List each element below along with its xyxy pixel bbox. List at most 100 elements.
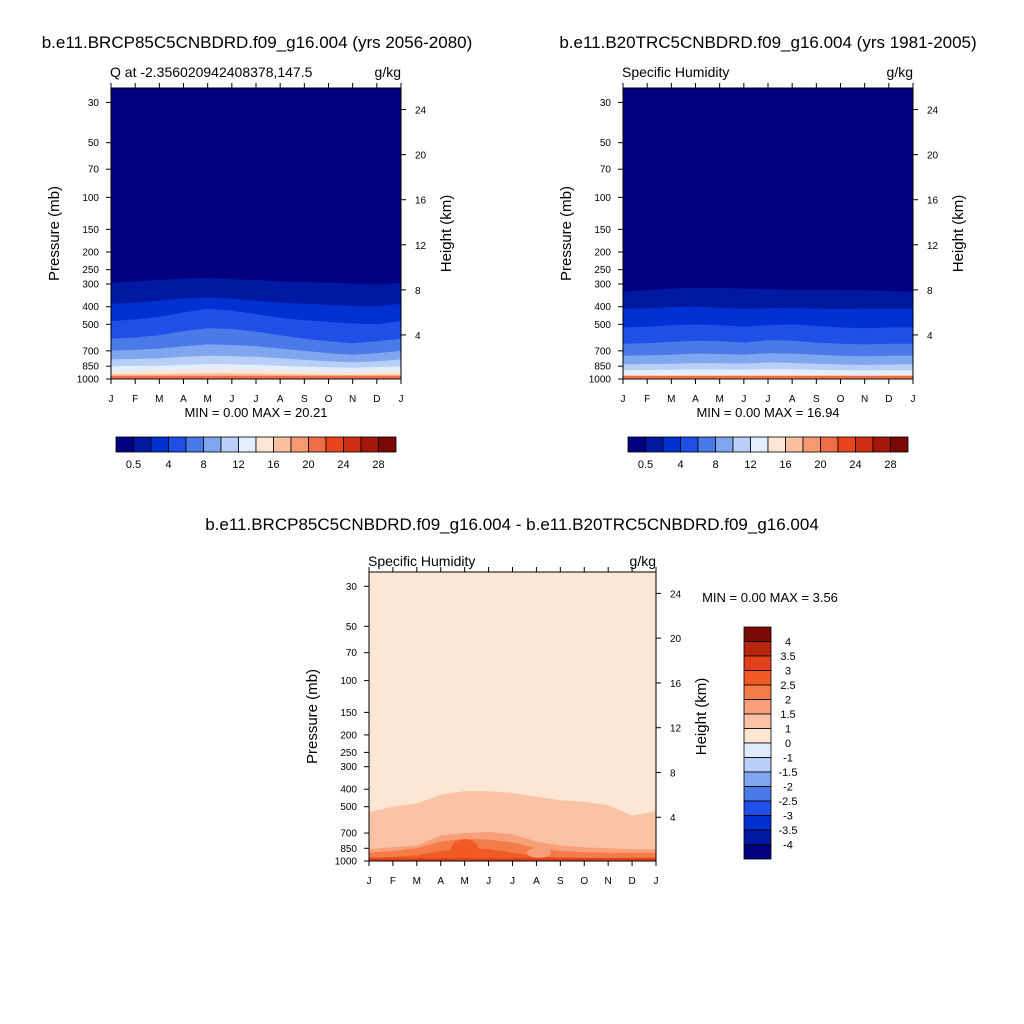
colorbar-swatch — [890, 436, 909, 453]
y-tick-label: 400 — [340, 785, 357, 796]
colorbar-label: 24 — [849, 459, 861, 471]
colorbar-swatch — [220, 436, 239, 453]
y-tick-label: 850 — [82, 362, 99, 373]
colorbar-label: 20 — [302, 459, 314, 471]
colorbar-swatch — [680, 436, 699, 453]
colorbar-label: 0.5 — [638, 459, 653, 471]
x-tick-label: J — [399, 394, 404, 405]
y-tick-label: 500 — [82, 320, 99, 331]
x-tick-label: F — [644, 394, 650, 405]
colorbar-label: 28 — [372, 459, 384, 471]
colorbar-label: 24 — [337, 459, 349, 471]
colorbar-label: 8 — [712, 459, 718, 471]
x-tick-label: O — [580, 876, 588, 887]
colorbar-swatch — [662, 436, 681, 453]
colorbar-swatch — [743, 655, 772, 671]
y-tick-label: 50 — [600, 138, 612, 149]
x-tick-label: S — [557, 876, 564, 887]
panel-units-label: g/kg — [887, 64, 913, 80]
colorbar-swatch — [743, 699, 772, 715]
plot-frame — [368, 571, 657, 862]
colorbar-swatch — [150, 436, 169, 453]
x-tick-label: F — [132, 394, 138, 405]
x-tick-label: O — [325, 394, 333, 405]
y-tick-label: 850 — [340, 844, 357, 855]
x-tick-label: J — [367, 876, 372, 887]
x-tick-label: A — [437, 876, 444, 887]
colorbar-swatch — [785, 436, 804, 453]
colorbar-swatch — [168, 436, 187, 453]
colorbar-swatch — [185, 436, 204, 453]
colorbar-label: 8 — [200, 459, 206, 471]
colorbar-swatch — [743, 713, 772, 729]
x-tick-label: J — [621, 394, 626, 405]
y2-tick-label: 4 — [415, 331, 421, 342]
panel-units-label: g/kg — [630, 553, 656, 569]
panel-left-label: Specific Humidity — [622, 64, 729, 80]
x-tick-label: A — [533, 876, 540, 887]
x-tick-label: D — [373, 394, 380, 405]
colorbar-swatch — [750, 436, 769, 453]
y2-tick-label: 16 — [670, 679, 682, 690]
colorbar-swatch — [743, 641, 772, 657]
x-tick-label: A — [277, 394, 284, 405]
y-tick-label: 700 — [594, 346, 611, 357]
contour-blob — [450, 839, 479, 862]
y-tick-label: 50 — [346, 622, 358, 633]
contour-band — [369, 848, 656, 861]
colorbar-swatch — [743, 844, 772, 860]
colorbar-label: -3 — [783, 811, 793, 823]
x-tick-label: J — [766, 394, 771, 405]
x-tick-label: F — [390, 876, 396, 887]
colorbar-swatch — [627, 436, 646, 453]
colorbar-swatch — [837, 436, 856, 453]
x-tick-label: M — [155, 394, 163, 405]
colorbar-swatch — [855, 436, 874, 453]
plot-frame — [622, 87, 914, 380]
colorbar-label: 12 — [232, 459, 244, 471]
y-tick-label: 1000 — [589, 375, 612, 386]
panel-title: b.e11.B20TRC5CNBDRD.f09_g16.004 (yrs 198… — [559, 33, 976, 52]
colorbar-swatch — [732, 436, 751, 453]
colorbar-swatch — [290, 436, 309, 453]
y2-tick-label: 24 — [927, 106, 939, 117]
x-tick-label: M — [460, 876, 468, 887]
y2-tick-label: 16 — [415, 196, 427, 207]
y2-tick-label: 24 — [415, 106, 427, 117]
colorbar-label: 3 — [785, 666, 791, 678]
colorbar-label: 16 — [267, 459, 279, 471]
colorbar-swatch — [743, 742, 772, 758]
panel-title: b.e11.BRCP85C5CNBDRD.f09_g16.004 (yrs 20… — [42, 33, 473, 52]
colorbar-label: -1 — [783, 753, 793, 765]
colorbar-swatch — [645, 436, 664, 453]
min-max-label: MIN = 0.00 MAX = 20.21 — [184, 405, 327, 420]
x-tick-label: M — [667, 394, 675, 405]
colorbar-swatch — [743, 815, 772, 831]
plot-frame — [110, 87, 402, 380]
x-tick-label: J — [654, 876, 659, 887]
y-tick-label: 500 — [594, 320, 611, 331]
x-tick-label: O — [837, 394, 845, 405]
colorbar-label: -2.5 — [779, 796, 798, 808]
panel-title: b.e11.BRCP85C5CNBDRD.f09_g16.004 - b.e11… — [205, 515, 819, 534]
y2-axis-title: Height (km) — [438, 195, 455, 273]
y-tick-label: 1000 — [335, 857, 358, 868]
y-tick-label: 400 — [82, 302, 99, 313]
panel-left-label: Specific Humidity — [368, 553, 475, 569]
y-tick-label: 200 — [340, 730, 357, 741]
colorbar-swatch — [715, 436, 734, 453]
colorbar-label: 1 — [785, 724, 791, 736]
y2-tick-label: 8 — [670, 768, 676, 779]
x-tick-label: J — [229, 394, 234, 405]
y-tick-label: 30 — [346, 582, 358, 593]
y-tick-label: 700 — [340, 829, 357, 840]
colorbar-swatch — [360, 436, 379, 453]
colorbar-label: 16 — [779, 459, 791, 471]
x-tick-label: M — [715, 394, 723, 405]
y2-tick-label: 8 — [415, 286, 421, 297]
y2-tick-label: 16 — [927, 196, 939, 207]
y-axis-title: Pressure (mb) — [46, 186, 63, 281]
panel-1: b.e11.BRCP85C5CNBDRD.f09_g16.004 (yrs 20… — [42, 33, 473, 420]
x-tick-label: J — [254, 394, 259, 405]
x-tick-label: S — [301, 394, 308, 405]
